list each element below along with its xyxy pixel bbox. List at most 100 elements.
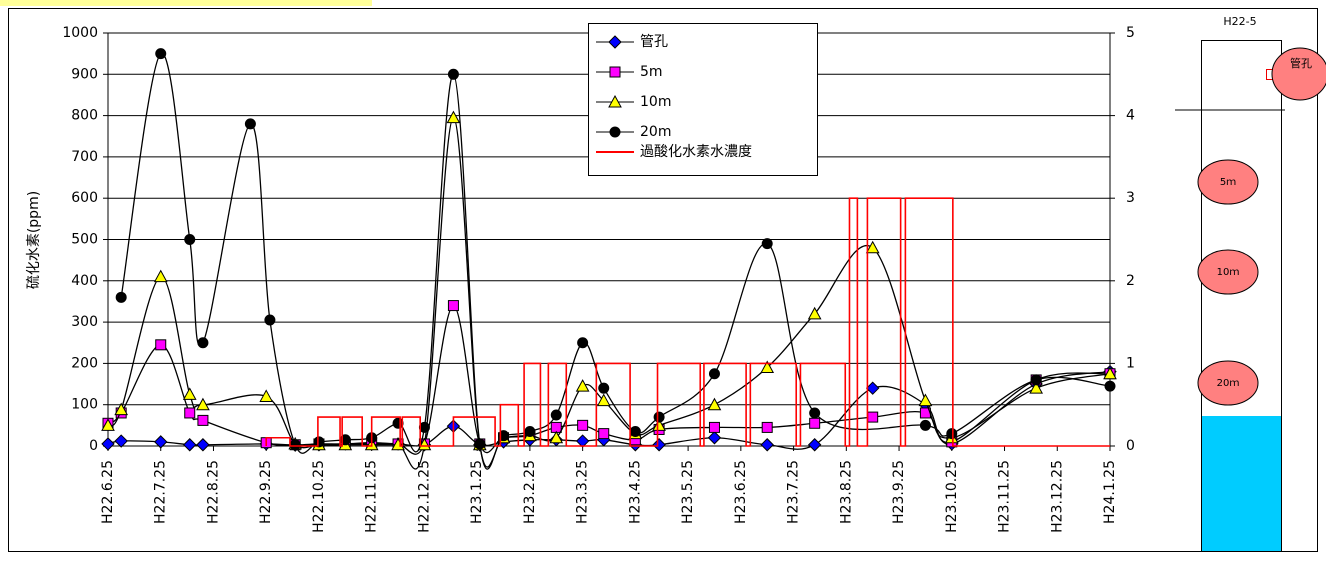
marker — [155, 48, 167, 60]
legend-label: 5m — [640, 64, 663, 80]
bubble — [1197, 249, 1259, 295]
marker — [865, 381, 880, 395]
legend-label: 管孔 — [640, 34, 668, 50]
x-tick-label: H23.3.25 — [575, 460, 591, 524]
y-tick-label: 500 — [71, 232, 98, 248]
diagram-title: H22-5 — [1223, 15, 1256, 28]
marker — [289, 439, 301, 451]
marker — [608, 35, 622, 49]
marker — [865, 240, 880, 254]
marker — [549, 430, 564, 444]
x-tick-label: H23.9.25 — [891, 460, 907, 524]
marker — [609, 126, 621, 138]
marker — [1029, 381, 1044, 394]
y-tick-label: 900 — [71, 66, 98, 82]
bubble-label: 10ｍ — [1217, 267, 1240, 278]
marker — [946, 428, 958, 440]
legend-label: 10m — [640, 94, 671, 110]
marker — [867, 411, 879, 423]
x-tick-label: H24.1.25 — [1102, 460, 1118, 524]
y2-tick-label: 2 — [1126, 273, 1135, 289]
marker — [391, 437, 405, 451]
y-axis-label: 硫化水素(ppm) — [26, 191, 42, 289]
marker — [447, 300, 459, 312]
marker — [760, 360, 775, 374]
x-tick-label: H23.6.25 — [733, 460, 749, 524]
plot: 0 100 200 300 400 500 600 700 800 900 1000 0 1 2 3 4 5 H2… — [62, 25, 1135, 533]
marker — [809, 417, 821, 429]
x-tick-label: H23.1.25 — [469, 460, 485, 524]
bubble-label: 管孔 — [1290, 56, 1312, 70]
y-tick-label: 700 — [71, 149, 98, 165]
x-tick-label: H22.12.25 — [416, 460, 432, 533]
y-tick-label: 300 — [71, 314, 98, 330]
x-tick-label: H23.8.25 — [838, 460, 854, 524]
marker — [629, 426, 641, 438]
y2-tick-label: 4 — [1126, 108, 1135, 124]
marker — [155, 339, 167, 351]
legend: 管孔 5m 10m 20m 過酸化水素水濃度 — [588, 23, 818, 176]
marker — [114, 402, 129, 416]
marker — [652, 438, 666, 452]
marker — [196, 397, 210, 411]
marker — [807, 306, 822, 320]
bubble-label: 5ｍ — [1220, 177, 1236, 188]
y2-tick-label: 0 — [1126, 438, 1135, 454]
y2-tick-label: 3 — [1126, 190, 1135, 206]
x-tick-label: H23.7.25 — [786, 460, 802, 524]
marker — [264, 314, 276, 326]
marker — [182, 387, 197, 400]
marker — [101, 418, 115, 431]
x-tick-label: H23.2.25 — [522, 460, 538, 524]
x-tick-label: H23.10.25 — [944, 460, 960, 533]
series-line — [107, 371, 1111, 450]
marker — [244, 118, 256, 130]
marker — [598, 428, 610, 440]
marker — [183, 438, 197, 452]
y-tick-label: 800 — [71, 108, 98, 124]
marker — [184, 407, 196, 419]
y-tick-label: 400 — [71, 273, 98, 289]
marker — [114, 434, 128, 448]
series-line — [120, 52, 1111, 470]
y-tick-label: 100 — [71, 397, 98, 413]
marker — [154, 435, 168, 449]
marker — [474, 438, 486, 450]
marker — [708, 368, 720, 380]
y-tick-label: 0 — [89, 438, 98, 454]
x-tick-label: H22.10.25 — [311, 460, 327, 533]
well-diagram: H22-5 管孔 5ｍ 10ｍ 20ｍ — [1175, 15, 1326, 552]
marker — [575, 434, 590, 448]
bubble-label: 20ｍ — [1217, 378, 1240, 389]
marker — [608, 94, 622, 108]
marker — [598, 382, 610, 394]
marker — [197, 414, 209, 426]
marker — [653, 411, 665, 423]
bubble — [1197, 159, 1259, 205]
y-tick-label: 600 — [71, 190, 98, 206]
marker — [115, 291, 127, 303]
marker — [609, 66, 621, 78]
marker — [577, 419, 589, 431]
marker — [652, 418, 666, 431]
x-tick-label: H22.7.25 — [153, 460, 169, 524]
x-tick-label: H23.5.25 — [680, 460, 696, 524]
legend-label: 20m — [640, 124, 671, 140]
frame — [8, 8, 1318, 552]
marker — [575, 379, 590, 392]
water — [1202, 416, 1281, 551]
marker — [184, 234, 196, 245]
bubble — [1197, 360, 1259, 406]
x-tick-label: H22.6.25 — [100, 460, 116, 524]
marker — [596, 393, 611, 407]
x-tick-label: H22.8.25 — [205, 460, 221, 524]
marker — [761, 238, 773, 250]
marker — [708, 421, 720, 433]
series-line — [107, 304, 1111, 455]
y-tick-label: 200 — [71, 355, 98, 371]
x-tick-label: H22.11.25 — [364, 460, 380, 533]
marker — [524, 426, 536, 438]
marker — [809, 407, 821, 419]
bubble — [1271, 47, 1326, 101]
